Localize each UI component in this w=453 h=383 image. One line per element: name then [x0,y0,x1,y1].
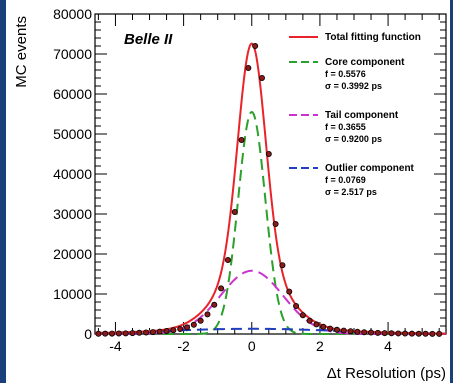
mc-data-point [218,285,225,292]
mc-data-point [156,328,163,335]
x-tick-label: -4 [109,338,122,354]
mc-data-point [374,329,381,336]
mc-data-point [333,326,340,333]
mc-data-point [313,321,320,328]
legend-fraction-core: f = 0.5576 [325,69,366,79]
y-tick-label: 40000 [53,166,92,182]
mc-data-point [184,324,191,331]
x-tick-label: 2 [316,338,324,354]
y-tick-label: 80000 [53,6,92,22]
mc-data-point [258,75,265,82]
mc-data-point [265,150,272,157]
mc-delta-t-resolution-chart: 0 10000 20000 30000 40000 50000 60000 70000 8000… [13,6,447,382]
y-tick-label: 0 [84,326,92,342]
mc-data-point [381,330,388,337]
mc-data-point [170,327,177,334]
mc-data-point [279,262,286,269]
mc-data-point [197,317,204,324]
y-tick-label: 20000 [53,246,92,262]
mc-data-point [395,330,402,337]
legend-fraction-tail: f = 0.3655 [325,122,366,132]
mc-data-point [306,317,313,324]
legend-entry-outlier: Outlier component [325,163,415,174]
mc-data-point [402,330,409,337]
mc-data-point [299,312,306,319]
mc-data-point [109,330,116,337]
mc-data-point [293,302,300,309]
y-tick-label: 10000 [53,286,92,302]
y-tick-label: 60000 [53,86,92,102]
mc-data-point [211,301,218,308]
mc-data-point [429,330,436,337]
x-tick-label: 0 [248,338,256,354]
mc-data-point [354,328,361,335]
tail-component-curve [95,269,446,335]
mc-data-point [149,329,156,336]
total-fit-curve [94,42,447,335]
mc-data-point [422,330,429,337]
mc-data-point [388,330,395,337]
experiment-label: Belle II [124,31,173,48]
mc-data-point [286,288,293,295]
y-axis-title: MC events [13,16,30,88]
mc-data-point [436,330,443,337]
mc-data-point [320,323,327,330]
mc-data-point [272,220,279,227]
mc-data-point [327,325,334,332]
x-tick-label: 4 [384,338,392,354]
y-tick-label: 50000 [53,126,92,142]
legend-entry-core: Core component [325,57,405,68]
x-tick-label: -2 [177,338,190,354]
mc-data-point [143,329,150,336]
legend-fraction-outlier: f = 0.0769 [325,175,366,185]
mc-data-point [415,330,422,337]
x-axis-title: Δt Resolution (ps) [327,365,446,382]
mc-data-point [361,329,368,336]
mc-data-point [136,329,143,336]
mc-data-point [204,311,211,318]
mc-data-point [252,43,259,50]
mc-data-point [190,321,197,328]
mc-data-point [95,330,102,337]
mc-data-point [245,65,252,72]
legend-sigma-tail: σ = 0.9200 ps [325,134,382,144]
mc-data-point [163,327,170,334]
y-tick-label: 30000 [53,206,92,222]
mc-data-point [129,330,136,337]
mc-data-point [238,136,245,143]
mc-data-point [368,329,375,336]
y-tick-label: 70000 [53,46,92,62]
legend-sigma-core: σ = 0.3992 ps [325,81,382,91]
mc-data-point [122,330,129,337]
mc-data-point [347,328,354,335]
legend-sigma-outlier: σ = 2.517 ps [325,187,377,197]
mc-data-point [408,330,415,337]
legend-entry-total: Total fitting function [325,32,421,43]
mc-data-point [115,330,122,337]
mc-data-point [231,208,238,215]
mc-data-point [102,330,109,337]
mc-data-point [177,325,184,332]
legend-entry-tail: Tail component [325,110,399,121]
mc-data-point [340,327,347,334]
core-component-curve [95,110,446,335]
mc-data-point [224,256,231,263]
chart-frame: 0 10000 20000 30000 40000 50000 60000 70000 8000… [6,0,450,383]
